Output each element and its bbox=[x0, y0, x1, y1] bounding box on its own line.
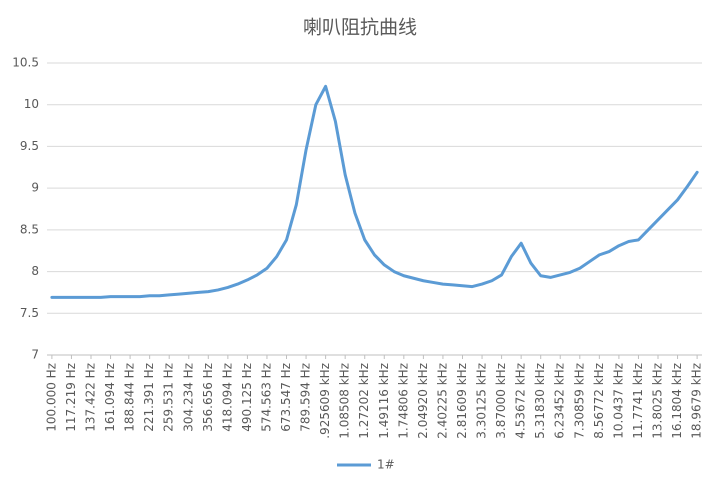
y-tick-label: 8.5 bbox=[20, 222, 39, 236]
x-tick-label: 8.56772 kHz bbox=[592, 363, 606, 439]
x-tick-label: 490.125 Hz bbox=[240, 363, 254, 432]
x-tick-label: 7.30859 kHz bbox=[572, 363, 586, 439]
x-tick-label: 418.094 Hz bbox=[220, 363, 234, 432]
x-tick-label: 117.219 Hz bbox=[64, 363, 78, 432]
x-tick-label: 4.53672 kHz bbox=[514, 363, 528, 439]
x-tick-label: 221.391 Hz bbox=[142, 363, 156, 432]
x-tick-label: 10.0437 kHz bbox=[611, 363, 625, 439]
legend-label: 1# bbox=[377, 458, 395, 472]
x-tick-label: 5.31830 kHz bbox=[533, 363, 547, 439]
x-tick-label: 13.8025 kHz bbox=[651, 363, 665, 439]
x-tick-label: 18.9679 kHz bbox=[690, 363, 704, 439]
x-tick-label: 259.531 Hz bbox=[162, 363, 176, 432]
y-tick-label: 10 bbox=[24, 97, 39, 111]
x-tick-label: 137.422 Hz bbox=[83, 363, 97, 432]
x-tick-label: 673.547 Hz bbox=[279, 363, 293, 432]
y-tick-label: 9 bbox=[31, 181, 39, 195]
x-tick-label: 2.40225 kHz bbox=[435, 363, 449, 439]
x-tick-label: 11.7741 kHz bbox=[631, 363, 645, 439]
line-series bbox=[50, 84, 699, 299]
y-tick-label: 7 bbox=[31, 348, 39, 362]
x-tick-label: 304.234 Hz bbox=[181, 363, 195, 432]
y-tick-label: 10.5 bbox=[12, 56, 39, 70]
x-tick-label: 16.1804 kHz bbox=[670, 363, 684, 439]
x-tick-label: .925609 kHz bbox=[318, 363, 332, 439]
y-tick-label: 8 bbox=[31, 264, 39, 278]
x-tick-label: 2.81609 kHz bbox=[455, 363, 469, 439]
y-tick-label: 9.5 bbox=[20, 139, 39, 153]
x-tick-label: 1.27202 kHz bbox=[357, 363, 371, 439]
x-tick-label: 3.87000 kHz bbox=[494, 363, 508, 439]
x-tick-label: 161.094 Hz bbox=[103, 363, 117, 432]
x-tick-label: 1.08508 kHz bbox=[338, 363, 352, 439]
x-tick-label: 3.30125 kHz bbox=[475, 363, 489, 439]
x-tick-label: 2.04920 kHz bbox=[416, 363, 430, 439]
x-tick-label: 789.594 Hz bbox=[299, 363, 313, 432]
x-tick-label: 6.23452 kHz bbox=[553, 363, 567, 439]
x-tick-label: 1.49116 kHz bbox=[377, 363, 391, 439]
x-tick-label: 100.000 Hz bbox=[44, 363, 58, 432]
x-tick-label: 188.844 Hz bbox=[123, 363, 137, 432]
x-tick-label: 1.74806 kHz bbox=[396, 363, 410, 439]
x-tick-label: 574.563 Hz bbox=[259, 363, 273, 432]
y-tick-label: 7.5 bbox=[20, 306, 39, 320]
x-tick-label: 356.656 Hz bbox=[201, 363, 215, 432]
chart-title: 喇叭阻抗曲线 bbox=[303, 17, 417, 39]
